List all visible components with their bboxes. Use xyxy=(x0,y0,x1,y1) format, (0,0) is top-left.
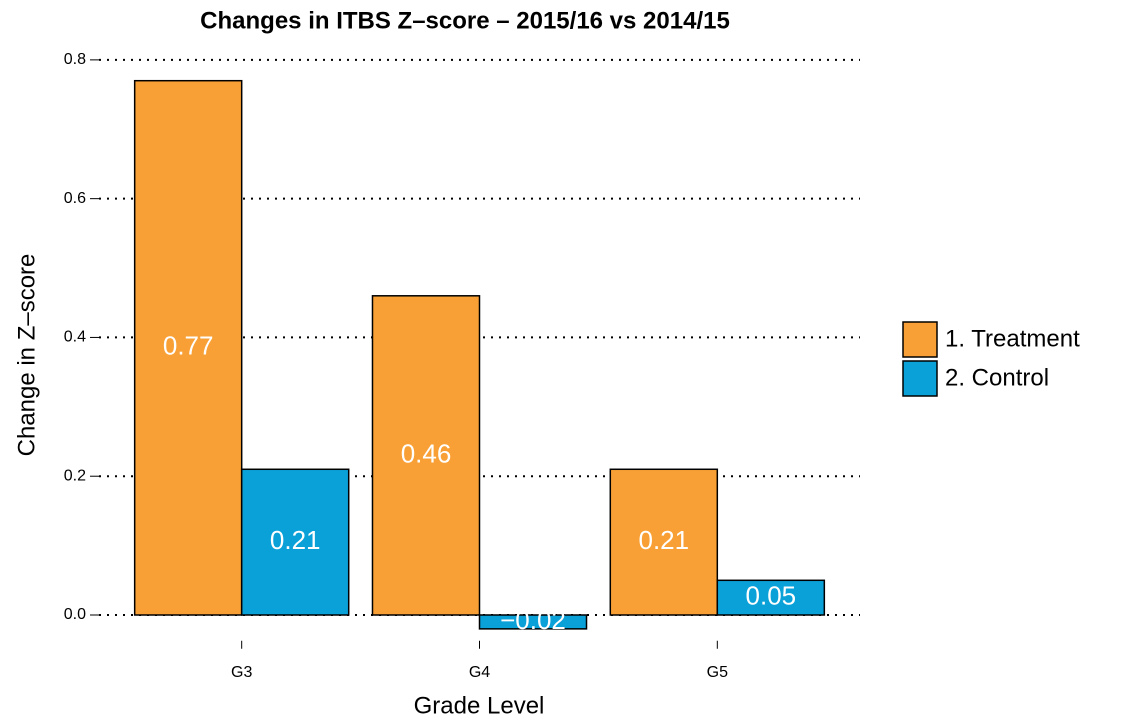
data-label: 0.77 xyxy=(163,331,214,361)
bar xyxy=(240,468,350,616)
y-tick-label: 0.4 xyxy=(64,329,86,346)
y-tick-label: 0.0 xyxy=(64,606,86,623)
chart-title: Changes in ITBS Z–score – 2015/16 vs 201… xyxy=(200,7,730,34)
x-tick-label: G5 xyxy=(707,664,728,681)
legend-label: 1. Treatment xyxy=(945,325,1080,352)
y-tick-label: 0.2 xyxy=(64,467,86,484)
y-tick-label: 0.6 xyxy=(64,190,86,207)
bar xyxy=(609,468,719,616)
legend-swatch xyxy=(902,321,938,358)
data-label: 0.21 xyxy=(270,525,321,555)
y-axis-label: Change in Z–score xyxy=(13,254,40,457)
bar xyxy=(371,295,481,616)
data-label: −0.02 xyxy=(500,605,566,635)
legend-swatch xyxy=(902,360,938,397)
x-tick-label: G3 xyxy=(231,664,252,681)
data-label: 0.46 xyxy=(401,438,452,468)
bar xyxy=(133,79,243,616)
y-tick-label: 0.8 xyxy=(64,51,86,68)
bar xyxy=(716,579,826,616)
bar xyxy=(478,614,588,630)
x-axis-label: Grade Level xyxy=(414,692,545,719)
legend-label: 2. Control xyxy=(945,364,1049,391)
data-label: 0.21 xyxy=(639,525,690,555)
data-label: 0.05 xyxy=(746,581,797,611)
x-tick-label: G4 xyxy=(469,664,490,681)
